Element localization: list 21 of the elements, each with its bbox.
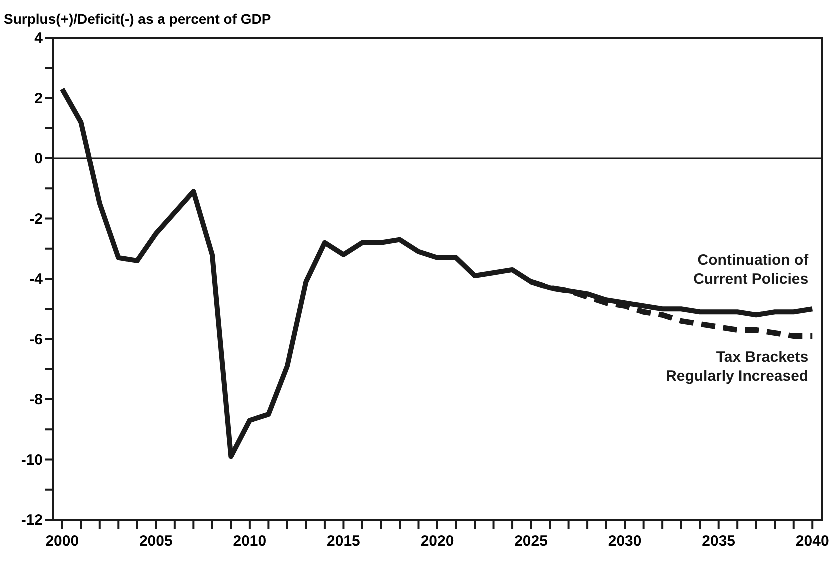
- x-tick-label: 2030: [608, 533, 642, 550]
- y-axis-title: Surplus(+)/Deficit(-) as a percent of GDP: [4, 11, 272, 27]
- y-tick-label: 4: [34, 30, 44, 47]
- series-label: Tax Brackets Regularly Increased: [666, 349, 809, 386]
- x-tick-label: 2020: [420, 533, 454, 550]
- y-tick-label: -8: [30, 392, 43, 408]
- x-tick-label: 2010: [233, 533, 267, 550]
- x-tick-label: 2035: [702, 533, 736, 550]
- series-label: Continuation of Current Policies: [694, 252, 810, 288]
- x-tick-label: 2025: [514, 533, 548, 550]
- y-tick-label: -2: [30, 210, 43, 228]
- y-tick-label: -12: [21, 512, 43, 529]
- y-tick-label: -6: [30, 331, 43, 348]
- y-tick-label: -10: [21, 452, 43, 469]
- x-tick-label: 2005: [139, 533, 173, 550]
- y-tick-label: -4: [30, 271, 44, 288]
- x-tick-label: 2000: [46, 533, 80, 550]
- y-tick-label: 0: [34, 150, 43, 168]
- x-tick-label: 2015: [327, 533, 360, 550]
- y-tick-label: 2: [34, 90, 43, 108]
- x-tick-label: 2040: [796, 533, 830, 550]
